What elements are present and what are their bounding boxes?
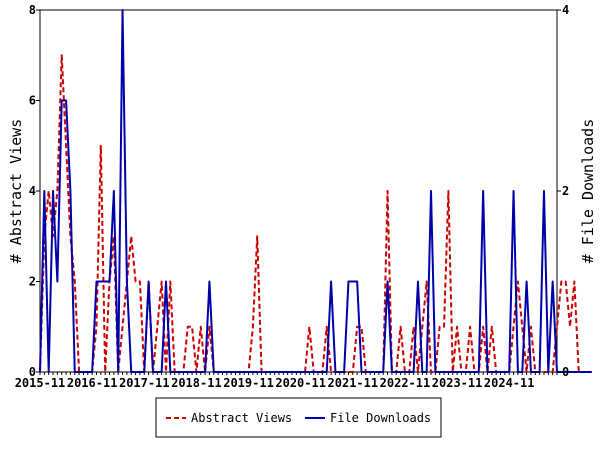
y-left-tick-label: 0 — [29, 365, 36, 379]
y-axis-title-right: # File Downloads — [579, 119, 597, 264]
legend-label-file-downloads: File Downloads — [330, 411, 431, 425]
y-left-tick-label: 6 — [29, 94, 36, 108]
y-right-tick-label: 0 — [562, 365, 569, 379]
x-tick-label: 2017-11 — [119, 376, 170, 390]
x-tick-label: 2019-11 — [223, 376, 274, 390]
series-line-file-downloads — [39, 9, 592, 373]
y-right-tick-label: 2 — [562, 184, 569, 198]
x-tick-label: 2021-11 — [328, 376, 379, 390]
y-left-tick-label: 2 — [29, 275, 36, 289]
x-tick-label: 2024-11 — [484, 376, 535, 390]
x-tick-label: 2018-11 — [171, 376, 222, 390]
x-tick-label: 2020-11 — [275, 376, 326, 390]
y-left-tick-label: 4 — [29, 184, 36, 198]
legend: Abstract Views File Downloads — [155, 397, 442, 438]
labels-layer: 2015-11 2016-11 2017-11 2018-11 2019-11 2020-… — [15, 3, 570, 390]
y-left-tick-label: 8 — [29, 3, 36, 17]
y-axis-title-left: # Abstract Views — [7, 119, 25, 264]
x-tick-label: 2015-11 — [15, 376, 66, 390]
legend-label-abstract-views: Abstract Views — [191, 411, 292, 425]
x-tick-label: 2016-11 — [67, 376, 118, 390]
series-layer — [39, 9, 592, 373]
y-right-tick-label: 4 — [562, 3, 569, 17]
legend-box — [155, 397, 442, 438]
x-tick-label: 2023-11 — [432, 376, 483, 390]
ticks-layer — [36, 9, 561, 375]
x-tick-label: 2022-11 — [380, 376, 431, 390]
